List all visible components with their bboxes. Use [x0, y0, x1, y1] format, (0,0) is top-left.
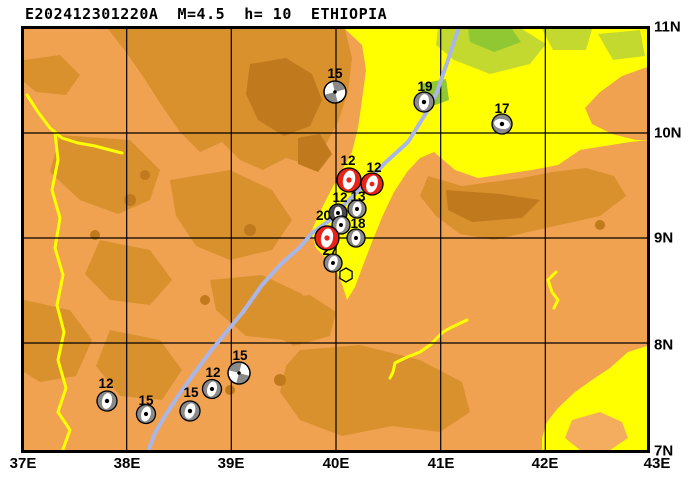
circle — [354, 236, 358, 240]
terrain-high-dot — [274, 374, 286, 386]
event-date-label: 19 — [417, 79, 432, 94]
focal-mechanism-beachball — [323, 253, 343, 273]
focal-mechanism-beachball — [360, 172, 384, 196]
circle — [227, 361, 251, 385]
river-line — [546, 270, 560, 310]
vegetation-polygon — [468, 29, 521, 52]
circle — [331, 261, 335, 265]
vegetation-polygon — [542, 29, 592, 50]
event-date-label: 20 — [316, 208, 331, 223]
focal-mechanism-beachball — [336, 167, 362, 193]
terrain-mid-polygon — [280, 345, 470, 436]
lat-tick-label: 8N — [654, 336, 674, 354]
event-date-label: 12 — [205, 365, 220, 380]
circle — [209, 386, 215, 392]
event-date-label: 12 — [98, 376, 113, 391]
terrain-mid-polygon — [24, 55, 80, 95]
circle — [369, 181, 375, 187]
terrain-mid-polygon — [96, 330, 182, 400]
terrain-high-dot — [124, 194, 136, 206]
circle — [324, 235, 330, 241]
circle — [346, 177, 352, 183]
focal-mechanism-beachball — [347, 199, 367, 219]
lon-tick-label: 37E — [9, 455, 37, 472]
terrain-high-polygon — [298, 134, 332, 172]
circle — [187, 408, 193, 414]
event-date-label: 12 — [366, 160, 381, 175]
rift-valley-polygon — [311, 29, 647, 300]
terrain-high-polygon — [446, 190, 540, 222]
terrain-inlier-polygon — [585, 67, 647, 140]
event-date-label: 15 — [327, 66, 343, 81]
circle — [143, 411, 149, 417]
terrain-mid-polygon — [264, 295, 336, 346]
terrain-high-dot — [244, 224, 256, 236]
lat-tick-label: 9N — [654, 229, 674, 247]
lon-tick-label: 43E — [643, 455, 671, 472]
focal-mechanism-beachball — [314, 225, 340, 251]
terrain-pale-polygon — [565, 412, 628, 450]
event-date-label: 12 — [332, 190, 347, 205]
focal-mechanism-beachball — [323, 80, 347, 104]
circle — [499, 121, 505, 127]
circle — [333, 90, 337, 94]
circle — [104, 398, 110, 404]
map-frame: 20 27 15 19 17 13 12 18 12 12 15 12 15 15 12 — [21, 26, 650, 453]
terrain-mid-polygon — [24, 300, 92, 382]
event-date-label: 15 — [138, 393, 154, 408]
terrain-high-dot — [225, 385, 235, 395]
lon-tick-label: 39E — [217, 455, 245, 472]
focal-mechanism-beachball — [179, 400, 201, 422]
circle — [355, 207, 359, 211]
epicenter-hexagon-marker — [339, 267, 353, 283]
focal-mechanism-beachball — [413, 91, 435, 113]
circle — [237, 371, 241, 375]
lon-tick-label: 38E — [113, 455, 141, 472]
terrain-high-dot — [140, 170, 150, 180]
event-date-label: 15 — [183, 385, 199, 400]
lon-tick-label: 42E — [531, 455, 559, 472]
event-date-label: 12 — [340, 153, 355, 168]
lat-tick-label: 11N — [654, 18, 681, 36]
lat-tick-label: 7N — [654, 442, 674, 460]
focal-mechanism-beachball — [96, 390, 118, 412]
river-line — [25, 93, 124, 155]
lon-tick-label: 41E — [427, 455, 455, 472]
terrain-mid-polygon — [85, 240, 172, 305]
lat-tick-label: 10N — [654, 124, 682, 142]
river-line — [50, 131, 72, 450]
lon-tick-label: 40E — [322, 455, 350, 472]
event-date-label: 15 — [232, 348, 248, 363]
focal-mechanism-beachball — [227, 361, 251, 385]
circle — [323, 80, 347, 104]
plot-title: E202412301220A M=4.5 h= 10 ETHIOPIA — [25, 5, 388, 23]
focal-mechanism-beachball — [331, 215, 351, 235]
focal-mechanism-beachball — [201, 378, 223, 400]
circle — [421, 99, 427, 105]
circle — [336, 211, 340, 215]
focal-mechanism-beachball — [491, 113, 513, 135]
terrain-high-polygon — [246, 58, 322, 136]
focal-mechanism-beachball — [346, 228, 366, 248]
circle — [339, 223, 343, 227]
event-date-label: 18 — [350, 216, 366, 231]
focal-mechanism-beachball — [135, 403, 157, 425]
terrain-high-dot — [200, 295, 210, 305]
vegetation-polygon — [598, 30, 645, 60]
event-date-label: 17 — [494, 101, 509, 116]
rift-axis-line — [146, 29, 461, 450]
terrain-mid-polygon — [50, 135, 160, 214]
event-date-label: 13 — [350, 189, 366, 204]
terrain-high-dot — [595, 220, 605, 230]
river-line — [388, 318, 469, 380]
